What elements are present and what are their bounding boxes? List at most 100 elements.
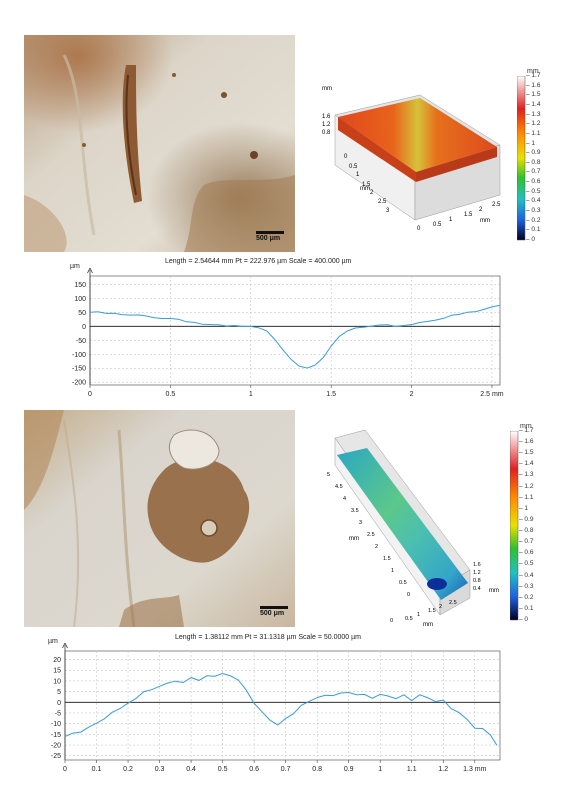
y-tick: 0	[344, 154, 348, 160]
colorbar-tick-label: – 0.4	[526, 197, 541, 205]
x-tick-label: 1.2	[438, 766, 448, 773]
y-tick-label: -15	[51, 732, 61, 739]
y-tick-label: 50	[78, 310, 86, 317]
x-tick-label: 2	[410, 391, 414, 398]
z-tick: 0.8	[322, 130, 331, 136]
y-tick: 2	[370, 190, 374, 196]
y-tick-label: 0	[57, 700, 61, 707]
y-tick-label: -200	[72, 380, 86, 387]
y-tick-label: -5	[55, 710, 61, 717]
colorbar-tick-label: – 1.5	[519, 449, 534, 457]
colorbar-tick-label: – 1.6	[519, 438, 534, 446]
y-tick: 2.5	[378, 199, 387, 205]
y-tick: 1.5	[383, 556, 391, 562]
y-tick: 2.5	[367, 532, 375, 538]
colorbar-tick-label: – 0.3	[519, 582, 534, 590]
colorbar-tick-label: – 1.4	[526, 100, 541, 108]
surface-3d-bottom: 5 4.5 4 3.5 3 2.5 2 1.5 1 0.5 0 mm 0 0.5…	[325, 420, 505, 630]
colorbar-tick-label: – 0.9	[519, 515, 534, 523]
y-tick: 0.5	[349, 164, 358, 170]
profile-top-title: Length = 2.54644 mm Pt = 222.976 µm Scal…	[165, 258, 352, 265]
x-tick: 2	[479, 207, 483, 213]
x-tick: 1.5	[464, 212, 473, 218]
z-tick: 1.6	[322, 114, 331, 120]
y-tick-label: 10	[53, 678, 61, 685]
x-tick: 2.5	[492, 202, 501, 208]
micrograph-bottom	[24, 410, 295, 627]
y-tick: 3.5	[351, 508, 359, 514]
y-axis-label: mm	[349, 536, 359, 542]
x-tick-label: 0	[88, 391, 92, 398]
y-tick-label: -25	[51, 753, 61, 760]
z-tick: 1.2	[322, 122, 331, 128]
colorbar-tick-label: – 1.2	[519, 482, 534, 490]
colorbar-tick-label: – 0.4	[519, 571, 534, 579]
y-axis-label: mm	[360, 186, 370, 192]
plot-frame	[64, 650, 501, 761]
colorbar-tick-label: – 1.5	[526, 91, 541, 99]
x-axis-label: mm	[480, 218, 490, 224]
x-tick-label: 1.1	[407, 766, 417, 773]
z-tick: 0.4	[473, 586, 481, 592]
x-tick-label: 0.1	[92, 766, 102, 773]
colorbar-tick-label: – 0.1	[526, 226, 541, 234]
scale-bar-line	[260, 606, 288, 609]
x-tick-label: 1.3 mm	[463, 766, 487, 773]
colorbar-tick-label: – 1.1	[526, 129, 541, 137]
profile-series-line	[64, 672, 498, 746]
x-tick-label: 1	[249, 391, 253, 398]
profile-bottom-title: Length = 1.38112 mm Pt = 31.1318 µm Scal…	[175, 634, 361, 641]
x-tick: 1.5	[428, 608, 436, 614]
colorbar-tick-label: – 0.6	[519, 549, 534, 557]
y-tick: 1	[356, 172, 360, 178]
x-axis-label: mm	[423, 622, 433, 628]
y-tick-label: 0	[82, 324, 86, 331]
x-tick-label: 0.8	[312, 766, 322, 773]
plot-frame	[89, 275, 501, 386]
profile-series-line	[89, 304, 501, 369]
y-tick: 3	[386, 208, 390, 214]
y-tick: 3	[359, 520, 362, 526]
colorbar-tick-label: – 0.5	[526, 187, 541, 195]
y-axis-arrow	[62, 642, 68, 649]
x-tick: 2.5	[449, 600, 457, 606]
x-tick-label: 1.5	[326, 391, 336, 398]
colorbar-tick-label: – 0.2	[519, 593, 534, 601]
x-tick-label: 0.6	[249, 766, 259, 773]
colorbar-tick-label: – 1.7	[526, 72, 541, 79]
colorbar-tick-label: – 0	[526, 236, 536, 243]
colorbar-gradient	[510, 431, 519, 621]
z-tick: 0.8	[473, 578, 481, 584]
colorbar-tick-label: – 1.1	[519, 493, 534, 501]
colorbar-unit: mm	[527, 68, 539, 75]
profile-chart-bottom: 20 15 10 5 0 -5 -10 -15 -20 -25 0 0.1 0.2 0.3 0.4 0.5 0.…	[30, 642, 520, 778]
colorbar-tick-label: – 0	[519, 616, 529, 623]
x-tick: 0.5	[433, 222, 442, 228]
x-tick-label: 0.4	[186, 766, 196, 773]
y-axis-arrow	[87, 267, 93, 274]
colorbar-tick-label: – 0.9	[526, 149, 541, 157]
x-tick-label: 0.2	[123, 766, 133, 773]
z-tick: 1.6	[473, 562, 481, 568]
colorbar-tick-label: – 1.6	[526, 81, 541, 89]
x-tick: 1	[449, 217, 453, 223]
colorbar-tick-label: – 0.7	[519, 538, 534, 546]
x-tick-label: 0.3	[155, 766, 165, 773]
y-tick: 1.5	[362, 182, 371, 188]
x-tick-label: 0.9	[344, 766, 354, 773]
x-tick-label: 0.5	[218, 766, 228, 773]
colorbar-bottom: mm – 1.7 – 1.6 – 1.5 – 1.4 – 1.3 – 1.2 – 1.1 – …	[510, 423, 565, 625]
colorbar-tick-label: – 0.1	[519, 604, 534, 612]
y-tick-label: -10	[51, 721, 61, 728]
z-tick: 1.2	[473, 570, 481, 576]
y-tick-label: 20	[53, 657, 61, 664]
x-tick: 0.5	[405, 616, 413, 622]
colorbar-tick-label: – 1	[526, 139, 536, 147]
y-tick-label: -150	[72, 366, 86, 373]
x-tick-label: 0.5	[166, 391, 176, 398]
y-tick: 0.5	[399, 580, 407, 586]
colorbar-tick-label: – 0.8	[526, 158, 541, 166]
y-tick-label: 150	[74, 282, 86, 289]
scale-bar-label: 500 μm	[260, 610, 285, 617]
micrograph-top	[24, 35, 295, 252]
